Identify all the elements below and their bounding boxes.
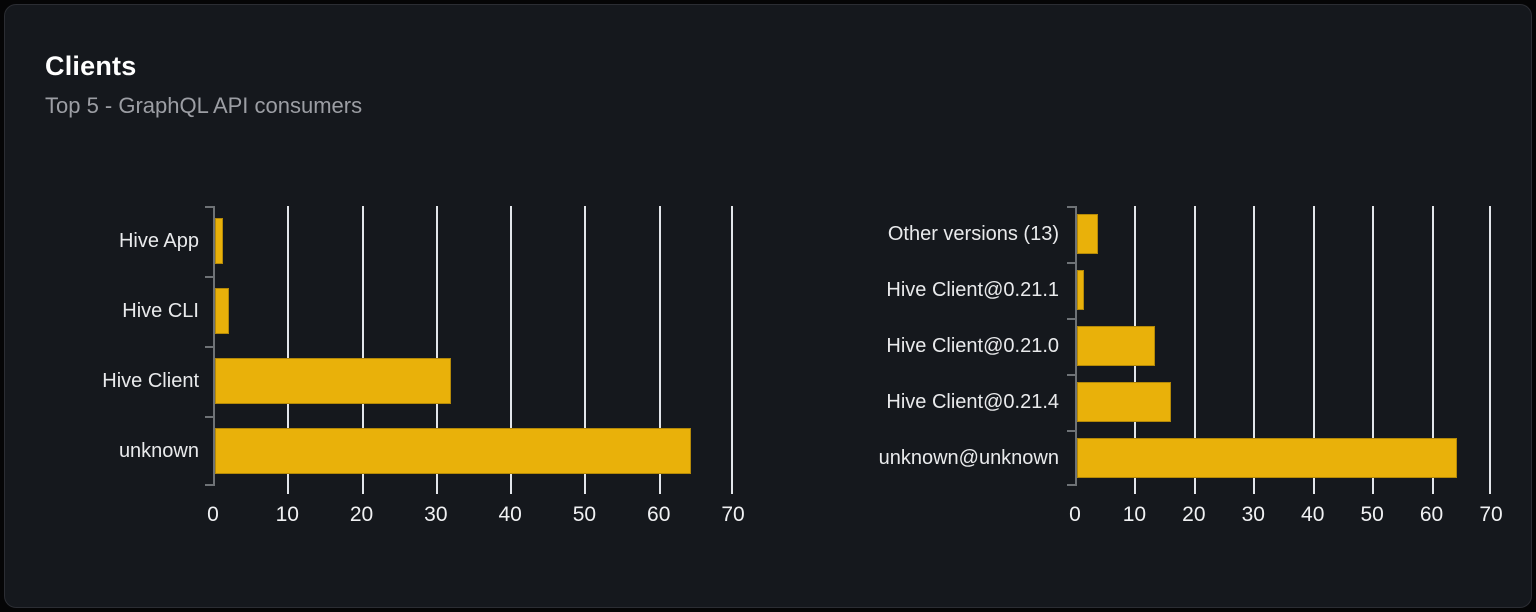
- x-axis-labels: 0 10 20 30 40 50 60 70: [1069, 502, 1503, 528]
- x-tick-label: 50: [572, 503, 597, 526]
- x-tick-label: 70: [721, 503, 745, 526]
- y-axis-line: [213, 206, 215, 486]
- y-axis-tick: [205, 206, 213, 208]
- x-tick-label: 0: [207, 503, 219, 526]
- plot-area: 0 10 20 30 40 50 60 70: [205, 206, 745, 528]
- category-label: Other versions (13): [887, 222, 1059, 245]
- y-axis-tick: [1067, 374, 1075, 376]
- category-label: unknown: [118, 439, 199, 462]
- gridline: [1372, 206, 1374, 494]
- x-tick-label: 60: [647, 503, 671, 526]
- gridline: [287, 206, 289, 494]
- gridline: [1253, 206, 1255, 494]
- x-tick-label: 40: [498, 503, 522, 526]
- gridline: [1432, 206, 1434, 494]
- y-axis-tick: [205, 276, 213, 278]
- x-tick-label: 20: [1182, 503, 1206, 526]
- plot: [1067, 206, 1491, 494]
- gridline: [731, 206, 733, 494]
- x-tick-label: 0: [1069, 503, 1081, 526]
- category-label: Hive Client@0.21.0: [886, 334, 1059, 357]
- plot: [205, 206, 733, 494]
- charts-row: Hive App Hive CLI Hive Client unknown 0 10 20 3…: [45, 206, 1503, 528]
- x-tick-label: 60: [1419, 503, 1444, 526]
- gridline: [659, 206, 661, 494]
- clients-by-name-chart: Hive App Hive CLI Hive Client unknown 0 10 20 3…: [98, 206, 745, 528]
- y-axis-tick: [1067, 430, 1075, 432]
- gridline: [584, 206, 586, 494]
- gridline: [1194, 206, 1196, 494]
- gridline: [1313, 206, 1315, 494]
- x-tick-label: 40: [1301, 503, 1325, 526]
- gridline: [436, 206, 438, 494]
- bar: [215, 428, 691, 474]
- bar: [1077, 214, 1098, 254]
- category-label-column: Hive App Hive CLI Hive Client unknown: [98, 206, 213, 528]
- page-subtitle: Top 5 - GraphQL API consumers: [45, 93, 363, 118]
- category-label: Hive Client@0.21.1: [886, 278, 1059, 301]
- x-tick-label: 30: [424, 503, 448, 526]
- y-axis-tick: [205, 416, 213, 418]
- x-tick-label: 10: [1122, 503, 1147, 526]
- bar: [1077, 382, 1171, 422]
- category-label: unknown@unknown: [878, 446, 1059, 469]
- x-tick-label: 20: [349, 503, 374, 526]
- clients-by-version-chart: Other versions (13) Hive Client@0.21.1 Hiv…: [845, 206, 1503, 528]
- gridline: [362, 206, 364, 494]
- bar: [1077, 438, 1457, 478]
- category-label: Hive Client@0.21.4: [886, 390, 1059, 413]
- bar: [1077, 270, 1084, 310]
- clients-card: Clients Top 5 - GraphQL API consumers Hi…: [4, 4, 1532, 608]
- y-axis-tick: [205, 346, 213, 348]
- gridline: [1489, 206, 1491, 494]
- bar: [215, 218, 223, 264]
- x-tick-label: 30: [1241, 503, 1265, 526]
- y-axis-line: [1075, 206, 1077, 486]
- bar: [215, 358, 451, 404]
- category-label: Hive CLI: [122, 299, 199, 322]
- y-axis-tick: [1067, 206, 1075, 208]
- category-label: Hive Client: [102, 369, 199, 392]
- category-label-column: Other versions (13) Hive Client@0.21.1 Hiv…: [845, 206, 1075, 528]
- x-tick-label: 70: [1479, 503, 1503, 526]
- x-tick-label: 50: [1360, 503, 1384, 526]
- bar: [215, 288, 229, 334]
- y-axis-tick: [1067, 484, 1075, 486]
- gridline: [510, 206, 512, 494]
- y-axis-tick: [1067, 262, 1075, 264]
- bar: [1077, 326, 1155, 366]
- x-axis-labels: 0 10 20 30 40 50 60 70: [207, 502, 745, 528]
- y-axis-tick: [205, 484, 213, 486]
- y-axis-tick: [1067, 318, 1075, 320]
- x-tick-label: 10: [275, 503, 299, 526]
- page-title: Clients: [45, 51, 137, 81]
- category-label: Hive App: [118, 229, 199, 252]
- plot-area: 0 10 20 30 40 50 60 70: [1067, 206, 1503, 528]
